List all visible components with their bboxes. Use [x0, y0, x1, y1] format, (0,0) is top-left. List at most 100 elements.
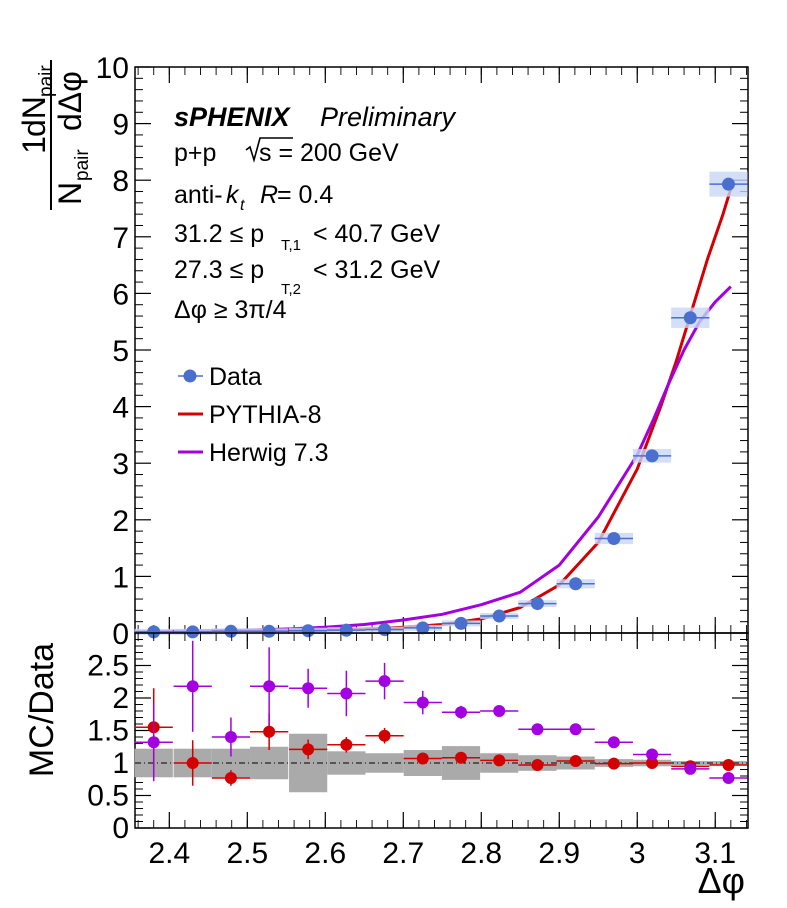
herwig-ratio-point	[569, 723, 582, 736]
pythia-ratio-point	[302, 743, 315, 756]
cut-pt2-tail: < 31.2 GeV	[313, 256, 440, 284]
pythia-ratio-point	[186, 757, 199, 769]
cut-pt1-tail: < 40.7 GeV	[313, 220, 440, 248]
y-tick-label: 9	[112, 109, 129, 142]
x-tick-label: 2.8	[460, 837, 502, 870]
herwig-ratio-point	[263, 680, 276, 693]
data-point	[492, 609, 506, 623]
data-point	[569, 577, 583, 591]
herwig-ratio-point	[607, 736, 620, 749]
data-point	[683, 311, 697, 325]
y-tick-label: 8	[112, 165, 129, 198]
herwig-ratio-point	[454, 706, 467, 719]
herwig-ratio-point	[186, 680, 199, 693]
legend-marker-data	[183, 369, 197, 383]
cut-dphi: Δφ ≥ 3π/4	[174, 296, 287, 324]
data-point	[186, 625, 200, 639]
lower-y-tick-label: 1	[112, 747, 129, 780]
radius-R: R	[260, 181, 278, 209]
x-tick-label: 2.5	[226, 837, 268, 870]
legend-label-pythia: PYTHIA-8	[209, 401, 322, 429]
cut-pt1: 31.2 ≤ p	[174, 220, 264, 248]
legend-entry-herwig: Herwig 7.3	[178, 439, 329, 467]
data-point	[301, 624, 315, 638]
pythia-ratio-point	[722, 758, 735, 771]
x-tick-label: 2.7	[382, 837, 424, 870]
upper-ylabel: 1 N pair dN pair dΔφ	[16, 60, 93, 210]
cut-pt2: 27.3 ≤ p	[174, 256, 264, 284]
ylabel-denominator-sub: pair	[72, 149, 93, 181]
cut-pt2-sub: T,2	[281, 281, 301, 298]
herwig-ratio-point	[493, 705, 506, 717]
pythia-ratio-point	[493, 754, 506, 767]
y-tick-label: 7	[112, 222, 129, 255]
status-label: Preliminary	[320, 102, 457, 132]
ylabel-numerator-sub: pair	[36, 65, 57, 97]
lower-y-tick-label: 1.5	[87, 715, 129, 748]
data-point	[454, 616, 468, 630]
pythia-ratio-point	[607, 757, 620, 770]
annotation-block: sPHENIX Preliminary p+p s = 200 GeV anti…	[174, 102, 457, 324]
sqrt-symbol	[245, 137, 293, 163]
ylabel-numerator-one: 1	[16, 136, 52, 154]
data-point	[530, 597, 544, 611]
herwig-ratio-point	[722, 771, 735, 784]
x-tick-label: 3	[629, 837, 646, 870]
pythia-ratio-point	[569, 755, 582, 768]
lower-ylabel: MC/Data	[23, 643, 61, 777]
experiment-label: sPHENIX	[174, 102, 292, 132]
ylabel-denominator-N: N	[52, 182, 88, 205]
y-tick-label: 10	[96, 52, 129, 85]
data-point	[262, 624, 276, 638]
herwig-ratio-point	[147, 736, 160, 749]
herwig-ratio-point	[531, 723, 544, 736]
y-tick-label: 1	[112, 561, 129, 594]
upper-frame	[134, 66, 749, 634]
pythia-ratio-point	[224, 771, 237, 784]
pythia-ratio-point	[646, 757, 659, 769]
lower-frame	[134, 632, 749, 829]
pythia-ratio-point	[531, 758, 544, 771]
data-point	[378, 623, 392, 637]
data-point	[147, 625, 161, 639]
y-tick-label: 6	[112, 278, 129, 311]
algo-k: k	[226, 181, 240, 209]
legend-entry-data: Data	[178, 363, 262, 391]
ylabel-denominator-ddphi: dΔφ	[52, 71, 88, 131]
x-tick-label: 2.4	[148, 837, 190, 870]
algo-prefix: anti-	[174, 181, 223, 209]
radius-value: = 0.4	[277, 181, 333, 209]
y-tick-label: 2	[112, 505, 129, 538]
data-point	[416, 621, 430, 635]
herwig-ratio-point	[224, 731, 237, 743]
pythia-ratio-point	[454, 751, 467, 764]
herwig-ratio-point	[646, 748, 659, 761]
legend-label-data: Data	[209, 363, 262, 391]
data-point	[224, 624, 238, 638]
algo-t: t	[240, 197, 245, 214]
lower-y-tick-label: 0	[112, 812, 129, 845]
x-axis-label: Δφ	[698, 860, 745, 901]
lower-plot-area: 00.511.522.52.4 2.5 2.6 2.7 2.8 2.9 3 3.1	[87, 632, 749, 870]
herwig-ratio-point	[302, 682, 315, 695]
x-tick-label: 2.9	[538, 837, 580, 870]
data-point	[645, 449, 659, 463]
lower-y-tick-label: 2.5	[87, 650, 129, 683]
y-tick-label: 3	[112, 448, 129, 481]
y-tick-label: 5	[112, 335, 129, 368]
legend-label-herwig: Herwig 7.3	[209, 439, 329, 467]
y-tick-label: 4	[112, 392, 129, 425]
legend-entry-pythia: PYTHIA-8	[178, 401, 322, 429]
herwig-ratio-point	[340, 687, 353, 700]
pythia-ratio-point	[416, 752, 429, 765]
lower-y-tick-label: 0.5	[87, 780, 129, 813]
legend: Data PYTHIA-8 Herwig 7.3	[178, 363, 329, 467]
herwig-ratio-point	[378, 675, 391, 688]
upper-plot-area: 0 1 2 3 4 5 6 7 8 9 10	[96, 52, 749, 651]
pythia-ratio-point	[263, 725, 276, 738]
y-tick-label: 0	[112, 618, 129, 651]
ylabel-numerator-dN: dN	[16, 96, 52, 137]
data-point	[339, 623, 353, 637]
data-point	[722, 177, 736, 191]
